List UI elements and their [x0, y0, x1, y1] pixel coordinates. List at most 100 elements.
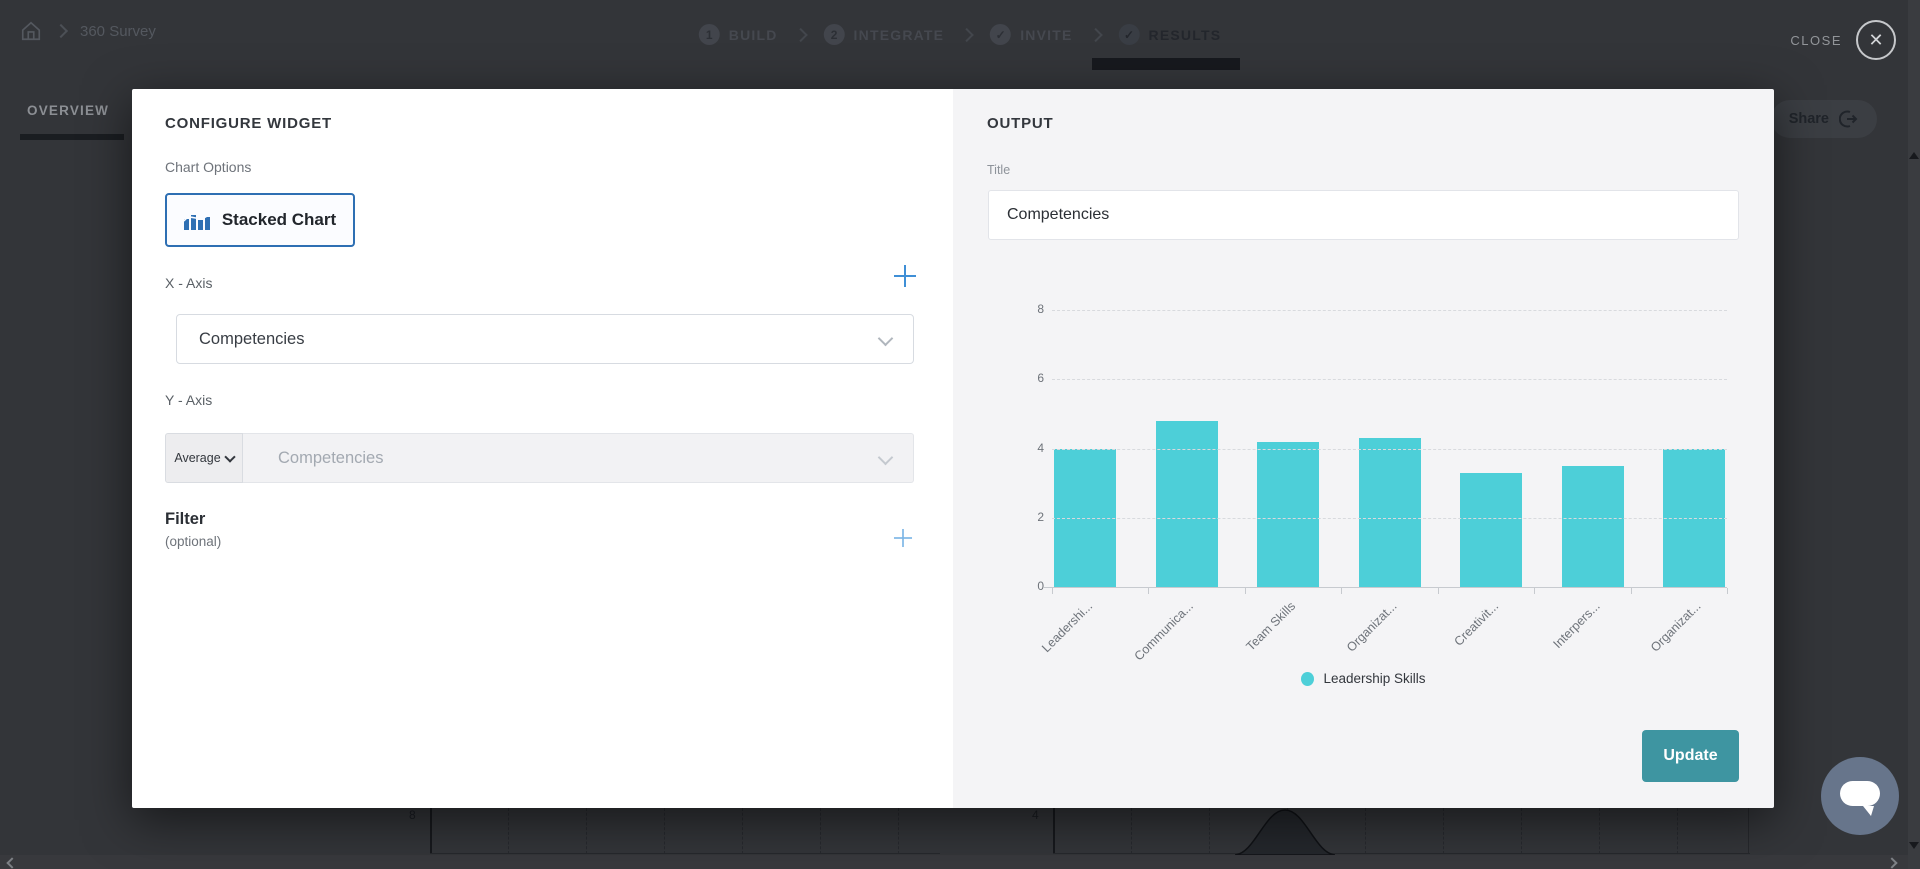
bg-bell-curve — [1235, 809, 1335, 855]
bar-cell: Organizat... — [1344, 310, 1421, 655]
x-axis-value: Competencies — [199, 329, 305, 348]
share-export-icon — [1839, 110, 1858, 128]
bg-axis-tick: 8 — [409, 808, 416, 822]
chart-bar — [1561, 465, 1624, 587]
bg-gridline — [1677, 808, 1678, 854]
output-heading: OUTPUT — [987, 115, 1054, 132]
breadcrumb: 360 Survey — [20, 20, 156, 42]
x-axis-line — [1044, 587, 1727, 588]
step-label: INVITE — [1020, 26, 1073, 43]
legend-marker-icon — [1301, 671, 1315, 686]
step-build[interactable]: 1 BUILD — [698, 24, 778, 45]
bg-gridline — [898, 808, 899, 854]
chat-bubble-tail — [1863, 806, 1874, 816]
bg-gridline — [1521, 808, 1522, 854]
category-tick — [1534, 588, 1536, 594]
configure-heading: CONFIGURE WIDGET — [165, 115, 332, 132]
widget-title-input[interactable] — [988, 190, 1739, 240]
scroll-down-icon[interactable] — [1909, 842, 1919, 849]
chevron-right-icon — [793, 27, 808, 42]
chart-bar — [1460, 472, 1522, 587]
gridline — [1052, 517, 1727, 519]
chevron-right-icon — [960, 27, 975, 42]
scroll-up-icon[interactable] — [1909, 152, 1919, 159]
bg-gridline — [1443, 808, 1444, 854]
share-button[interactable]: Share — [1770, 100, 1877, 138]
add-filter-icon[interactable] — [893, 528, 913, 548]
y-axis-tick-label: 8 — [1037, 302, 1044, 316]
category-tick — [1630, 588, 1632, 594]
close-modal-button[interactable]: CLOSE ✕ — [1790, 20, 1896, 60]
legend-label: Leadership Skills — [1323, 671, 1426, 686]
filter-label: Filter — [165, 510, 206, 528]
y-axis-label: Y - Axis — [165, 392, 213, 408]
scroll-left-icon[interactable] — [6, 857, 18, 869]
chart-type-label: Stacked Chart — [221, 210, 337, 229]
add-x-axis-icon[interactable] — [894, 265, 916, 287]
chevron-right-icon — [1088, 27, 1103, 42]
gridline — [1052, 310, 1727, 311]
chat-bubble-icon — [1840, 781, 1880, 806]
step-label: RESULTS — [1148, 26, 1222, 43]
top-bar: 360 Survey 1 BUILD 2 INTEGRATE ✓ INVITE … — [0, 0, 1920, 70]
chevron-down-icon — [877, 449, 894, 466]
wizard-stepper: 1 BUILD 2 INTEGRATE ✓ INVITE ✓ RESULTS — [698, 24, 1222, 45]
horizontal-scrollbar[interactable] — [0, 855, 1920, 869]
bg-baseline — [430, 853, 940, 854]
bar-cell: Interpers... — [1550, 310, 1624, 651]
x-axis-label: X - Axis — [165, 275, 213, 291]
stacked-chart-button[interactable]: Stacked Chart — [165, 193, 355, 247]
update-button[interactable]: Update — [1642, 730, 1739, 782]
bg-gridline — [1209, 808, 1210, 854]
configure-panel: CONFIGURE WIDGET Chart Options Stacked C… — [132, 89, 953, 808]
title-label: Title — [987, 163, 1011, 177]
chat-widget-button[interactable] — [1821, 757, 1899, 835]
step-label: BUILD — [728, 26, 778, 43]
bg-axis-line — [1053, 808, 1055, 854]
y-axis-aggregation-select[interactable]: Average — [165, 433, 243, 483]
category-tick — [1148, 588, 1150, 594]
x-glyph: ✕ — [1868, 30, 1884, 50]
bg-gridline — [1748, 808, 1749, 854]
vertical-scrollbar[interactable] — [1908, 0, 1920, 869]
step-invite[interactable]: ✓ INVITE — [990, 24, 1072, 45]
chart-preview: Leadershi... Communica... Team Skills Organ… — [953, 279, 1774, 663]
plot-area: Leadershi... Communica... Team Skills Organ… — [1037, 302, 1728, 663]
category-tick — [1727, 588, 1728, 594]
chevron-right-icon — [53, 23, 69, 39]
y-axis-tick-label: 2 — [1037, 509, 1044, 524]
bg-gridline — [508, 808, 509, 854]
gridline — [1052, 379, 1727, 381]
bg-gridline — [1365, 808, 1366, 854]
active-tab-underline — [20, 134, 124, 140]
chart-bar — [1257, 441, 1319, 587]
breadcrumb-title: 360 Survey — [80, 22, 156, 40]
tab-overview[interactable]: OVERVIEW — [27, 103, 110, 118]
step-number-icon: 2 — [823, 24, 845, 45]
bg-axis-line — [430, 808, 432, 854]
bg-axis-tick: 4 — [1032, 808, 1039, 822]
active-step-underline — [1092, 58, 1240, 70]
x-axis-select[interactable]: Competencies — [176, 314, 914, 364]
close-icon[interactable]: ✕ — [1856, 20, 1896, 60]
aggregation-value: Average — [174, 451, 221, 465]
category-tick — [1244, 588, 1246, 594]
step-number-icon: 1 — [698, 24, 720, 45]
category-tick — [1437, 588, 1439, 594]
y-axis-select[interactable]: Competencies — [243, 433, 914, 483]
home-icon[interactable] — [20, 20, 42, 42]
x-axis-category-label: Interpers... — [1550, 599, 1603, 652]
output-panel: OUTPUT Title Leadershi... Communica... Tea… — [953, 89, 1774, 808]
gridline — [1052, 448, 1727, 450]
y-axis-value: Competencies — [278, 448, 384, 467]
step-integrate[interactable]: 2 INTEGRATE — [823, 24, 945, 45]
bar-cell: Creativit... — [1451, 310, 1522, 649]
scroll-right-icon[interactable] — [1886, 857, 1898, 869]
category-tick — [1341, 588, 1343, 594]
chart-legend[interactable]: Leadership Skills — [953, 671, 1774, 686]
configure-widget-modal: CONFIGURE WIDGET Chart Options Stacked C… — [132, 89, 1774, 808]
step-check-icon: ✓ — [990, 24, 1012, 45]
tab-bar: OVERVIEW Share — [0, 70, 1920, 150]
step-results[interactable]: ✓ RESULTS — [1118, 24, 1222, 45]
